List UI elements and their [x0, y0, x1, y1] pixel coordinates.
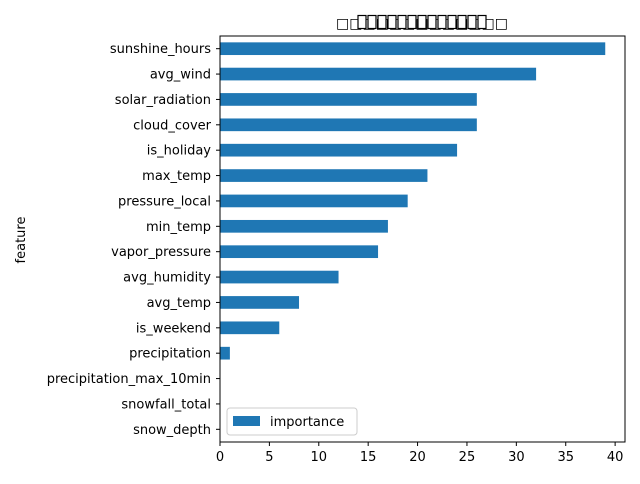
y-tick-label: sunshine_hours [110, 42, 211, 57]
bar-cloud_cover [220, 118, 477, 132]
x-tick-labels: 0 5 10 15 20 25 30 35 40 [216, 442, 624, 465]
title-glyph-box [407, 14, 417, 30]
chart-title: □□□□□□□□□□□□□ [336, 14, 508, 32]
y-tick-label: max_temp [142, 169, 211, 184]
title-glyph-box [467, 14, 477, 30]
y-tick-label: is_weekend [136, 321, 211, 336]
bars-group [220, 42, 606, 360]
x-tick-label: 15 [360, 450, 377, 465]
y-tick-label: avg_temp [147, 296, 211, 311]
title-glyph-box [437, 14, 447, 30]
title-glyph-box [357, 14, 367, 30]
bar-pressure_local [220, 194, 408, 208]
y-tick-label: min_temp [146, 220, 211, 235]
x-tick-label: 5 [265, 450, 273, 465]
bar-avg_wind [220, 67, 537, 81]
y-tick-label: precipitation_max_10min [47, 372, 211, 387]
y-tick-label: avg_wind [150, 68, 211, 83]
bar-is_holiday [220, 143, 458, 157]
title-glyph-box [417, 14, 427, 30]
title-glyph-box [427, 14, 437, 30]
bar-vapor_pressure [220, 245, 379, 259]
legend-label: importance [270, 415, 344, 430]
bar-avg_temp [220, 296, 300, 309]
x-tick-label: 20 [409, 450, 426, 465]
legend-swatch [233, 416, 260, 426]
y-tick-label: vapor_pressure [111, 245, 211, 260]
bar-min_temp [220, 219, 388, 233]
plot-frame [219, 35, 626, 443]
title-glyph-box [397, 14, 407, 30]
title-glyph-box [377, 14, 387, 30]
y-tick-label: precipitation [129, 347, 211, 362]
y-tick-label: cloud_cover [133, 118, 211, 133]
bar-precipitation [220, 346, 230, 360]
bar-sunshine_hours [220, 42, 606, 56]
title-glyph-box [477, 14, 487, 30]
y-tick-label: avg_humidity [123, 271, 211, 286]
y-tick-label: pressure_local [118, 194, 211, 209]
title-glyph-box [457, 14, 467, 30]
title-glyph-box [367, 14, 377, 30]
y-tick-labels: sunshine_hours avg_wind solar_radiationclo… [47, 42, 220, 438]
y-tick-label: snowfall_total [121, 397, 211, 412]
bar-solar_radiation [220, 93, 477, 106]
y-tick-label: snow_depth [133, 423, 211, 438]
y-axis-label: feature [14, 217, 29, 264]
legend-box [226, 407, 358, 436]
axes-group [219, 35, 626, 443]
x-tick-label: 10 [311, 450, 328, 465]
x-tick-label: 40 [607, 450, 624, 465]
x-tick-label: 25 [459, 450, 476, 465]
x-tick-label: 35 [557, 450, 574, 465]
bar-max_temp [220, 169, 428, 182]
bar-is_weekend [220, 321, 280, 335]
bar-avg_humidity [220, 270, 339, 284]
x-tick-label: 0 [216, 450, 224, 465]
title-glyph-box [387, 14, 397, 30]
x-tick-label: 30 [508, 450, 525, 465]
legend: importance [226, 407, 358, 436]
y-tick-label: solar_radiation [115, 93, 211, 108]
y-tick-label: is_holiday [147, 144, 212, 159]
title-glyph-box [447, 14, 457, 30]
